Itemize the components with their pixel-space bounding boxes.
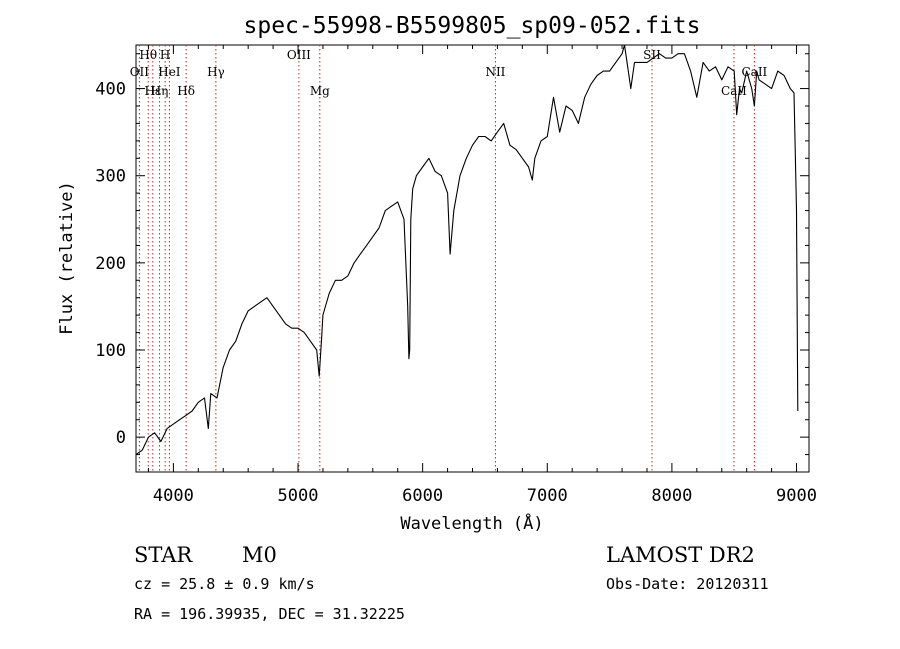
- spectrum-line-0: [135, 44, 799, 456]
- line-label-5: HeI: [158, 65, 181, 79]
- y-tick-label-0: 0: [116, 428, 126, 448]
- x-tick-label-2: 6000: [402, 486, 443, 506]
- coordinates-text: RA = 196.39935, DEC = 31.32225: [134, 605, 405, 623]
- line-label-10: NII: [485, 65, 505, 79]
- line-label-2: Hε: [144, 84, 161, 98]
- survey-name: LAMOST DR2: [606, 543, 755, 567]
- line-label-0: Hθ: [139, 48, 157, 62]
- chart-title: spec-55998-B5599805_sp09-052.fits: [244, 13, 701, 39]
- line-label-12: CaII: [721, 84, 747, 98]
- line-label-6: Hδ: [177, 84, 195, 98]
- x-tick-label-1: 5000: [278, 486, 319, 506]
- y-tick-label-2: 200: [95, 254, 126, 274]
- plot-frame: [135, 44, 810, 473]
- y-tick-label-3: 300: [95, 167, 126, 187]
- obs-date-text: Obs-Date: 20120311: [606, 575, 769, 593]
- line-label-9: Mg: [310, 84, 330, 98]
- object-class: STAR: [134, 543, 193, 567]
- y-tick-label-4: 400: [95, 80, 126, 100]
- x-tick-label-3: 7000: [527, 486, 568, 506]
- y-axis-ticks: 0 100 200 300 400: [95, 53, 809, 456]
- y-tick-label-1: 100: [95, 341, 126, 361]
- x-tick-label-5: 9000: [776, 486, 817, 506]
- x-axis-label: Wavelength (Å): [400, 512, 543, 534]
- x-tick-label-4: 8000: [651, 486, 692, 506]
- redshift-text: cz = 25.8 ± 0.9 km/s: [134, 575, 315, 593]
- spectrum-series: [135, 44, 799, 456]
- x-axis-ticks: 4000 5000 6000 7000 8000 9000: [147, 45, 817, 506]
- line-label-1: OII: [130, 65, 150, 79]
- y-axis-label: Flux (relative): [57, 181, 77, 335]
- line-label-11: SII: [643, 48, 661, 62]
- x-tick-label-0: 4000: [153, 486, 194, 506]
- object-subclass: M0: [242, 543, 277, 567]
- line-label-4: H: [160, 48, 170, 62]
- line-label-3: Hη: [151, 84, 169, 98]
- line-label-8: OIII: [287, 48, 311, 62]
- line-label-7: Hγ: [207, 65, 225, 79]
